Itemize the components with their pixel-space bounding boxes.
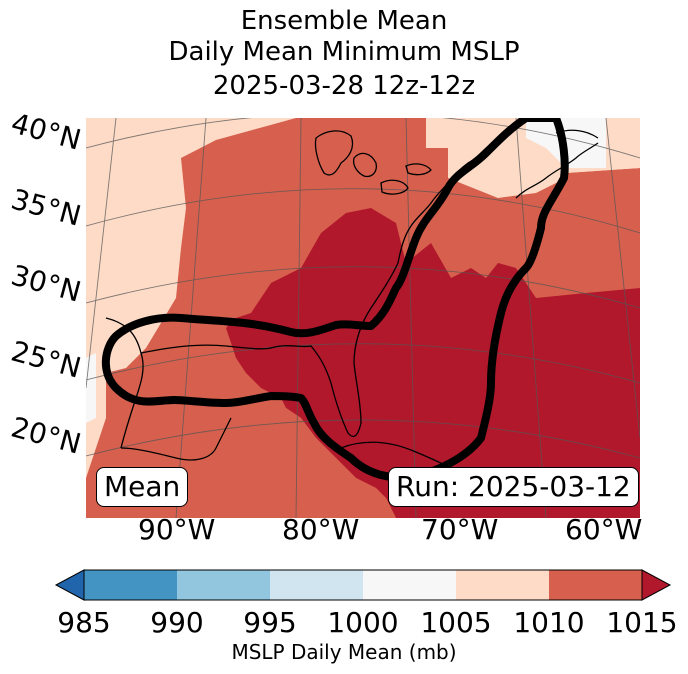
map-panel (86, 118, 640, 518)
fill-lt-1005-west (86, 353, 96, 423)
lon-label-80: 80°W (282, 513, 360, 546)
cbar-tick-1000: 1000 (327, 606, 399, 639)
colorbar-extend-low (54, 569, 85, 601)
mean-label-box: Mean (96, 467, 189, 507)
title-line-1: Ensemble Mean (240, 6, 448, 36)
run-date-box: Run: 2025-03-12 (388, 467, 639, 507)
colorbar (54, 569, 672, 601)
lat-label-30: 30°N (7, 258, 85, 309)
cbar-tick-995: 995 (243, 606, 297, 639)
colorbar-bin-1010-1015 (549, 570, 642, 600)
colorbar-bin-1005-1010 (456, 570, 549, 600)
colorbar-extend-high (641, 569, 672, 601)
map-canvas (86, 118, 640, 518)
cbar-tick-1015: 1015 (606, 606, 678, 639)
colorbar-bin-995-1000 (270, 570, 363, 600)
cbar-tick-1005: 1005 (420, 606, 492, 639)
cbar-tick-1010: 1010 (513, 606, 585, 639)
lon-label-70: 70°W (421, 513, 499, 546)
lat-label-25: 25°N (7, 334, 85, 385)
mean-contour (101, 118, 569, 482)
colorbar-bin-985-990 (84, 570, 177, 600)
title-line-2: Daily Mean Minimum MSLP (168, 37, 520, 67)
cbar-tick-985: 985 (57, 606, 111, 639)
colorbar-bin-990-995 (177, 570, 270, 600)
title-line-3: 2025-03-28 12z-12z (212, 71, 476, 101)
colorbar-bin-1000-1005 (363, 570, 456, 600)
lat-label-20: 20°N (7, 410, 85, 461)
lat-label-35: 35°N (7, 182, 85, 233)
lat-label-40: 40°N (7, 106, 85, 157)
cbar-tick-990: 990 (150, 606, 204, 639)
fill-1010-1015-tail (286, 408, 396, 518)
lon-label-60: 60°W (565, 513, 643, 546)
colorbar-label: MSLP Daily Mean (mb) (231, 640, 457, 664)
lon-label-90: 90°W (138, 513, 216, 546)
